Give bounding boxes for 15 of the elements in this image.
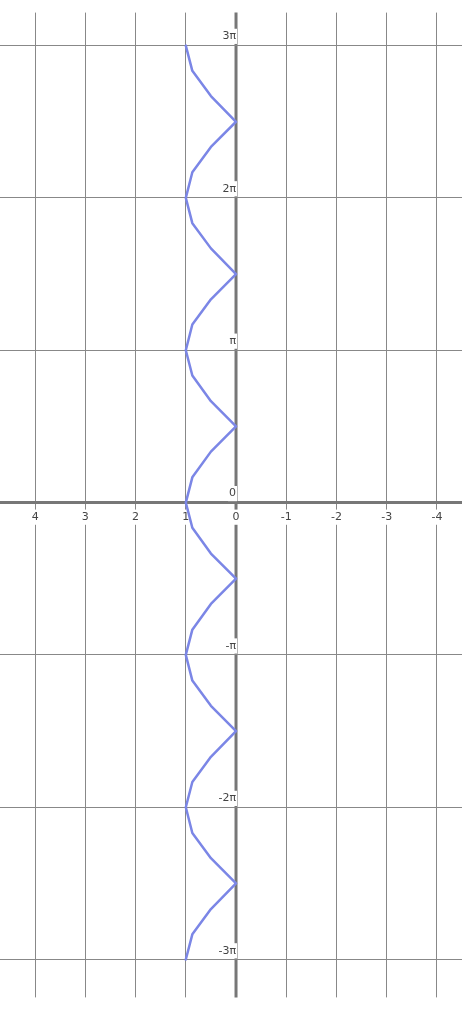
x-tick-label: 4: [31, 510, 39, 524]
x-tick-label: -2: [330, 510, 342, 524]
x-tick-label: 2: [132, 510, 140, 524]
y-tick-label: -π: [225, 638, 237, 652]
y-tick-label: -3π: [218, 943, 237, 957]
y-tick-label: 2π: [222, 181, 237, 195]
y-tick-label: 3π: [222, 29, 237, 43]
x-tick-label: 3: [81, 510, 89, 524]
x-tick-label: -4: [431, 510, 443, 524]
x-tick-label: 1: [182, 510, 190, 524]
y-tick-label: 0: [229, 486, 237, 500]
y-tick-label: -2π: [218, 791, 237, 805]
y-tick-label: π: [229, 334, 237, 348]
x-tick-label: -1: [280, 510, 292, 524]
x-tick-label: -3: [381, 510, 393, 524]
